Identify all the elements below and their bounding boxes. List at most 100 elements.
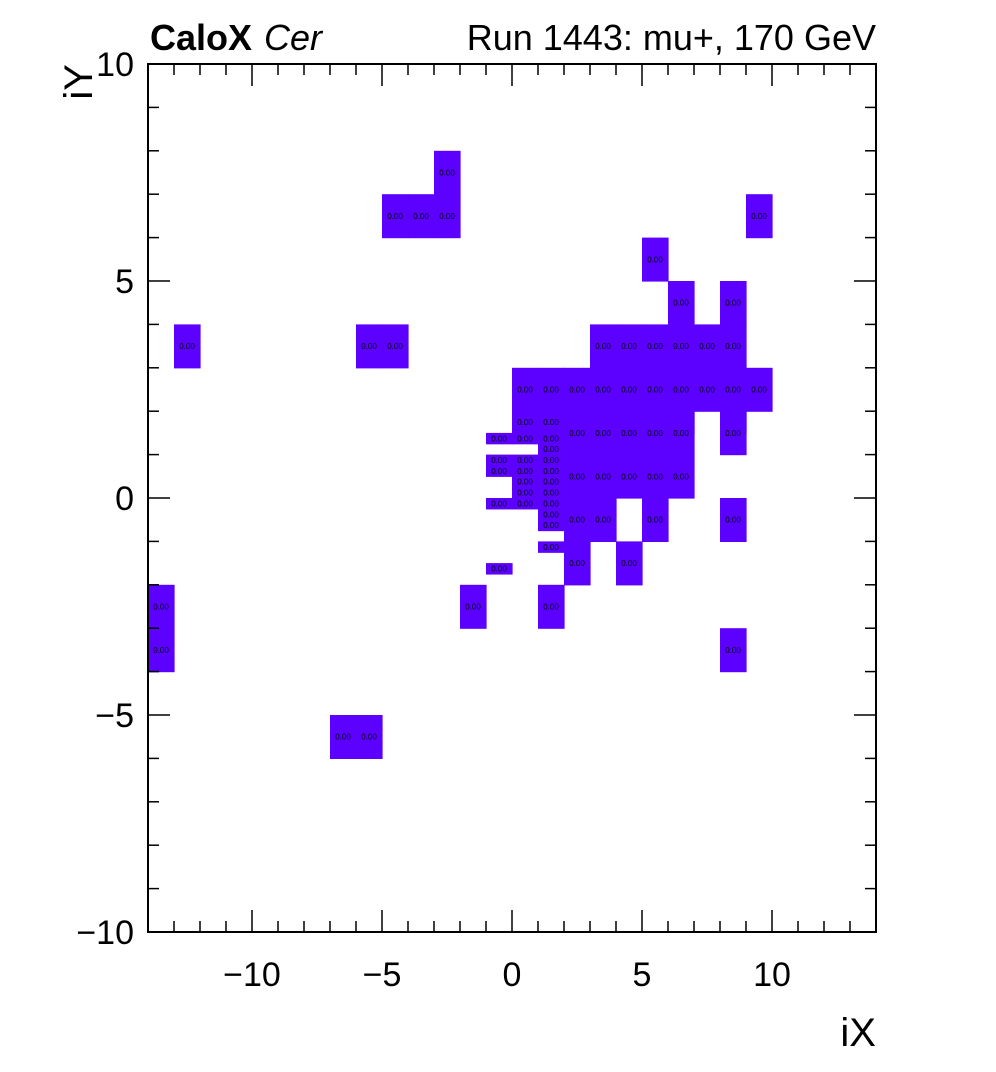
cell-value-label: 0.00 (595, 472, 611, 481)
heatmap-cell (148, 584, 175, 629)
cell-value-label: 0.00 (543, 510, 559, 519)
cell-value-label: 0.00 (153, 646, 169, 655)
cell-value-label: 0.00 (543, 456, 559, 465)
heatmap-cell (668, 324, 695, 369)
heatmap-cell (486, 563, 513, 575)
heatmap-cell (616, 367, 643, 412)
cell-value-label: 0.00 (595, 386, 611, 395)
heatmap-cell (590, 411, 617, 456)
cell-value-label: 0.00 (569, 429, 585, 438)
heatmap-cell (538, 487, 565, 499)
cell-value-label: 0.00 (569, 386, 585, 395)
cell-value-label: 0.00 (491, 499, 507, 508)
cell-value-label: 0.00 (673, 429, 689, 438)
cell-value-label: 0.00 (465, 603, 481, 612)
cell-value-label: 0.00 (543, 489, 559, 498)
heatmap-cell (538, 519, 565, 532)
heatmap-cell (616, 324, 643, 369)
cell-value-label: 0.00 (543, 434, 559, 443)
cell-value-label: 0.00 (751, 212, 767, 221)
cell-value-label: 0.00 (543, 603, 559, 612)
heatmap-cell (538, 367, 565, 412)
cell-value-label: 0.00 (387, 342, 403, 351)
heatmap-cell (746, 367, 773, 412)
heatmap-cell (720, 411, 747, 456)
cell-value-label: 0.00 (595, 516, 611, 525)
heatmap-cell (746, 194, 773, 239)
cell-value-label: 0.00 (543, 467, 559, 476)
cell-value-label: 0.00 (595, 429, 611, 438)
heatmap-cell (642, 237, 669, 282)
x-tick-label: −10 (223, 956, 281, 994)
heatmap-cell (486, 465, 513, 477)
y-tick-label: −5 (95, 697, 134, 735)
y-tick-label: 0 (115, 480, 134, 518)
cell-value-label: 0.00 (725, 429, 741, 438)
cell-value-label: 0.00 (699, 386, 715, 395)
cell-labels-layer: 0.00 0.00 0.00 0.00 0.00 0.00 0.00 0.00 0.00 0.00… (153, 169, 767, 742)
heatmap-cell (642, 367, 669, 412)
heatmap-cell (694, 367, 721, 412)
heatmap-cell (486, 498, 513, 510)
cell-value-label: 0.00 (491, 434, 507, 443)
cell-value-label: 0.00 (647, 255, 663, 264)
heatmap-cell (538, 411, 565, 434)
heatmap-cell (668, 454, 695, 499)
heatmap-cell (434, 150, 461, 195)
cell-value-label: 0.00 (517, 418, 533, 427)
cell-value-label: 0.00 (673, 386, 689, 395)
cell-value-label: 0.00 (621, 559, 637, 568)
cell-value-label: 0.00 (725, 516, 741, 525)
cell-value-label: 0.00 (699, 342, 715, 351)
cell-value-label: 0.00 (543, 521, 559, 530)
cell-value-label: 0.00 (569, 472, 585, 481)
cell-value-label: 0.00 (569, 516, 585, 525)
cell-value-label: 0.00 (569, 559, 585, 568)
cell-value-label: 0.00 (647, 342, 663, 351)
heatmap-cell (616, 541, 643, 586)
cell-value-label: 0.00 (517, 386, 533, 395)
cell-value-label: 0.00 (673, 342, 689, 351)
cell-value-label: 0.00 (647, 386, 663, 395)
heatmap-cell (512, 432, 539, 445)
cell-value-label: 0.00 (543, 386, 559, 395)
heatmap-cell (538, 454, 565, 467)
cell-value-label: 0.00 (621, 342, 637, 351)
heatmap-cell (512, 465, 539, 477)
cell-value-label: 0.00 (673, 299, 689, 308)
cell-value-label: 0.00 (647, 472, 663, 481)
tick-labels: −10 −5 0 5 10 −10 −5 0 5 10 (76, 46, 791, 994)
x-tick-label: −5 (363, 956, 402, 994)
y-tick-label: 5 (115, 263, 134, 301)
cell-value-label: 0.00 (179, 342, 195, 351)
heatmap-cell (720, 367, 747, 412)
cell-value-label: 0.00 (517, 434, 533, 443)
x-tick-label: 5 (633, 956, 652, 994)
y-axis-title: iY (57, 64, 101, 100)
heatmap-cell (434, 194, 461, 239)
heatmap-cell (538, 476, 565, 488)
cell-value-label: 0.00 (517, 478, 533, 487)
heatmap-cell (642, 454, 669, 499)
heatmap-cell (564, 541, 591, 586)
heatmap-cell (512, 476, 539, 488)
cell-value-label: 0.00 (153, 603, 169, 612)
heatmap-cell (590, 367, 617, 412)
heatmap-cell (148, 628, 175, 673)
heatmap-cell (720, 281, 747, 325)
heatmap-cell (512, 454, 539, 467)
run-label: Run 1443: mu+, 170 GeV (467, 17, 876, 58)
cell-value-label: 0.00 (517, 456, 533, 465)
heatmap-cell (720, 628, 747, 673)
cell-value-label: 0.00 (517, 499, 533, 508)
heatmap-cell (538, 508, 565, 521)
heatmap-cell (486, 454, 513, 467)
cell-value-label: 0.00 (361, 342, 377, 351)
y-tick-label: −10 (76, 914, 134, 952)
x-tick-label: 0 (503, 956, 522, 994)
cell-value-label: 0.00 (543, 445, 559, 454)
cell-value-label: 0.00 (439, 169, 455, 178)
cell-value-label: 0.00 (725, 342, 741, 351)
